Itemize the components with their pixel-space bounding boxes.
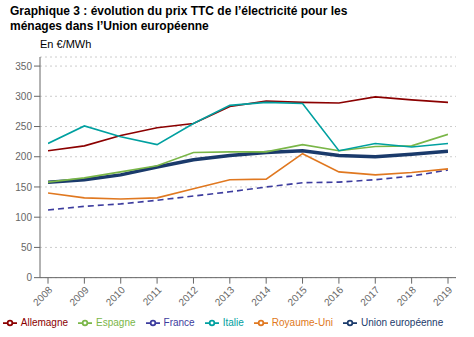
html-text:Italie: Italie [222, 316, 244, 328]
svg-text:0: 0 [26, 272, 32, 283]
html-text:Royaume-Uni: Royaume-Uni [271, 316, 333, 328]
html-text:ménages dans l’Union européenn: ménages dans l’Union européenne [10, 19, 209, 33]
svg-text:2009: 2009 [67, 284, 91, 308]
svg-text:300: 300 [15, 91, 32, 102]
svg-text:250: 250 [15, 121, 32, 132]
svg-text:2012: 2012 [176, 284, 200, 308]
svg-text:2008: 2008 [31, 284, 55, 308]
svg-text:2016: 2016 [322, 284, 346, 308]
svg-text:200: 200 [15, 151, 32, 162]
svg-text:2019: 2019 [431, 284, 455, 308]
svg-text:50: 50 [21, 242, 33, 253]
svg-text:350: 350 [15, 61, 32, 72]
html-text:Espagne: Espagne [96, 316, 136, 328]
html-text:Union européenne: Union européenne [360, 316, 444, 328]
svg-text:2011: 2011 [141, 284, 164, 307]
html-text:Allemagne: Allemagne [20, 316, 68, 328]
html-text:France: France [163, 316, 195, 328]
svg-text:100: 100 [15, 212, 32, 223]
svg-text:2018: 2018 [395, 284, 419, 308]
html-text:Graphique 3 : évolution du pri: Graphique 3 : évolution du prix TTC de l… [10, 4, 348, 18]
svg-text:150: 150 [15, 182, 32, 193]
svg-text:2015: 2015 [285, 284, 309, 308]
svg-text:2017: 2017 [358, 284, 382, 308]
html-text:En €/MWh: En €/MWh [40, 38, 92, 50]
svg-text:2014: 2014 [249, 284, 273, 308]
svg-text:2013: 2013 [213, 284, 237, 308]
svg-text:2010: 2010 [104, 284, 128, 308]
